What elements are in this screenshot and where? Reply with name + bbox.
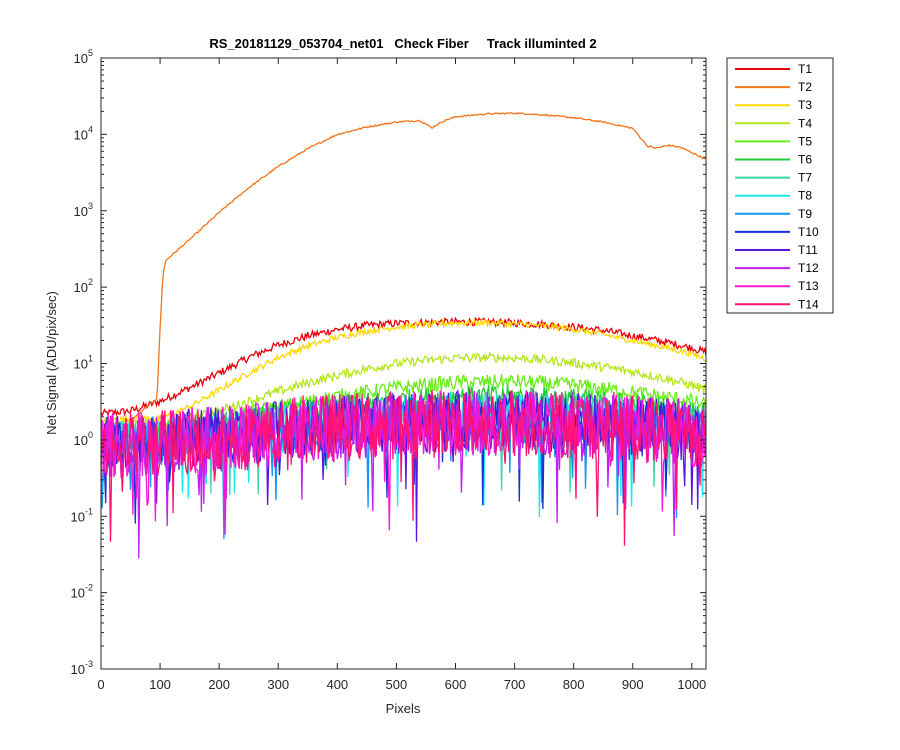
series-group: [101, 111, 706, 559]
series-line-t3: [101, 317, 706, 425]
legend-label: T2: [798, 80, 812, 94]
legend-label: T11: [798, 243, 818, 257]
legend-label: T14: [798, 297, 819, 311]
y-tick-base: 10: [74, 433, 88, 448]
series-line-t14: [101, 387, 706, 546]
legend-label: T8: [798, 189, 812, 203]
y-tick-exponent: 0: [88, 430, 93, 440]
legend-label: T3: [798, 98, 812, 112]
legend: T1 T2 T3 T4 T5 T6 T7 T8 T9 T10 T11 T12 T13 T14: [726, 57, 834, 314]
y-tick-base: 10: [71, 509, 85, 524]
x-tick-label: 900: [622, 677, 644, 692]
x-tick-label: 500: [386, 677, 408, 692]
y-tick-label: 100: [74, 430, 93, 448]
y-tick-base: 10: [74, 204, 88, 219]
x-axis: 0 100 200 300 400 500 600 700 800 900 1000: [97, 58, 706, 692]
x-tick-label: 200: [208, 677, 230, 692]
y-tick-label: 103: [74, 201, 93, 219]
legend-box: [726, 57, 834, 314]
legend-label: T1: [798, 62, 812, 76]
y-tick-label: 10-1: [71, 506, 93, 524]
x-axis-label: Pixels: [386, 701, 421, 716]
y-tick-exponent: 1: [88, 354, 93, 364]
x-tick-label: 600: [445, 677, 467, 692]
y-tick-label: 10-2: [71, 583, 93, 601]
y-tick-base: 10: [71, 586, 85, 601]
series-line-t1: [101, 316, 706, 418]
x-tick-label: 300: [267, 677, 289, 692]
y-tick-base: 10: [74, 127, 88, 142]
y-tick-label: 101: [74, 354, 93, 372]
series-line-t2: [101, 111, 706, 427]
legend-label: T6: [798, 153, 812, 167]
legend-label: T5: [798, 134, 812, 148]
legend-label: T13: [798, 279, 819, 293]
y-tick-label: 102: [74, 277, 93, 295]
y-tick-exponent: 3: [88, 201, 93, 211]
plot-area: [101, 58, 706, 669]
y-tick-base: 10: [74, 280, 88, 295]
y-tick-label: 10-3: [71, 659, 93, 677]
y-tick-base: 10: [74, 51, 88, 66]
legend-label: T9: [798, 207, 812, 221]
legend-label: T4: [798, 116, 812, 130]
chart-title: RS_20181129_053704_net01 Check Fiber Tra…: [209, 36, 596, 51]
y-tick-label: 104: [74, 124, 93, 142]
y-tick-label: 105: [74, 48, 93, 66]
y-tick-exponent: -3: [85, 659, 93, 669]
y-tick-exponent: 4: [88, 124, 93, 134]
y-tick-base: 10: [71, 662, 85, 677]
x-tick-label: 400: [326, 677, 348, 692]
legend-label: T10: [798, 225, 819, 239]
x-tick-label: 0: [97, 677, 104, 692]
x-tick-label: 100: [149, 677, 171, 692]
y-tick-exponent: -1: [85, 506, 93, 516]
y-tick-exponent: -2: [85, 583, 93, 593]
y-axis-label: Net Signal (ADU/pix/sec): [44, 291, 59, 435]
y-tick-base: 10: [74, 357, 88, 372]
x-tick-label: 800: [563, 677, 585, 692]
x-tick-label: 1000: [677, 677, 706, 692]
legend-label: T12: [798, 261, 819, 275]
y-tick-exponent: 5: [88, 48, 93, 58]
y-tick-exponent: 2: [88, 277, 93, 287]
x-tick-label: 700: [504, 677, 526, 692]
legend-label: T7: [798, 171, 812, 185]
